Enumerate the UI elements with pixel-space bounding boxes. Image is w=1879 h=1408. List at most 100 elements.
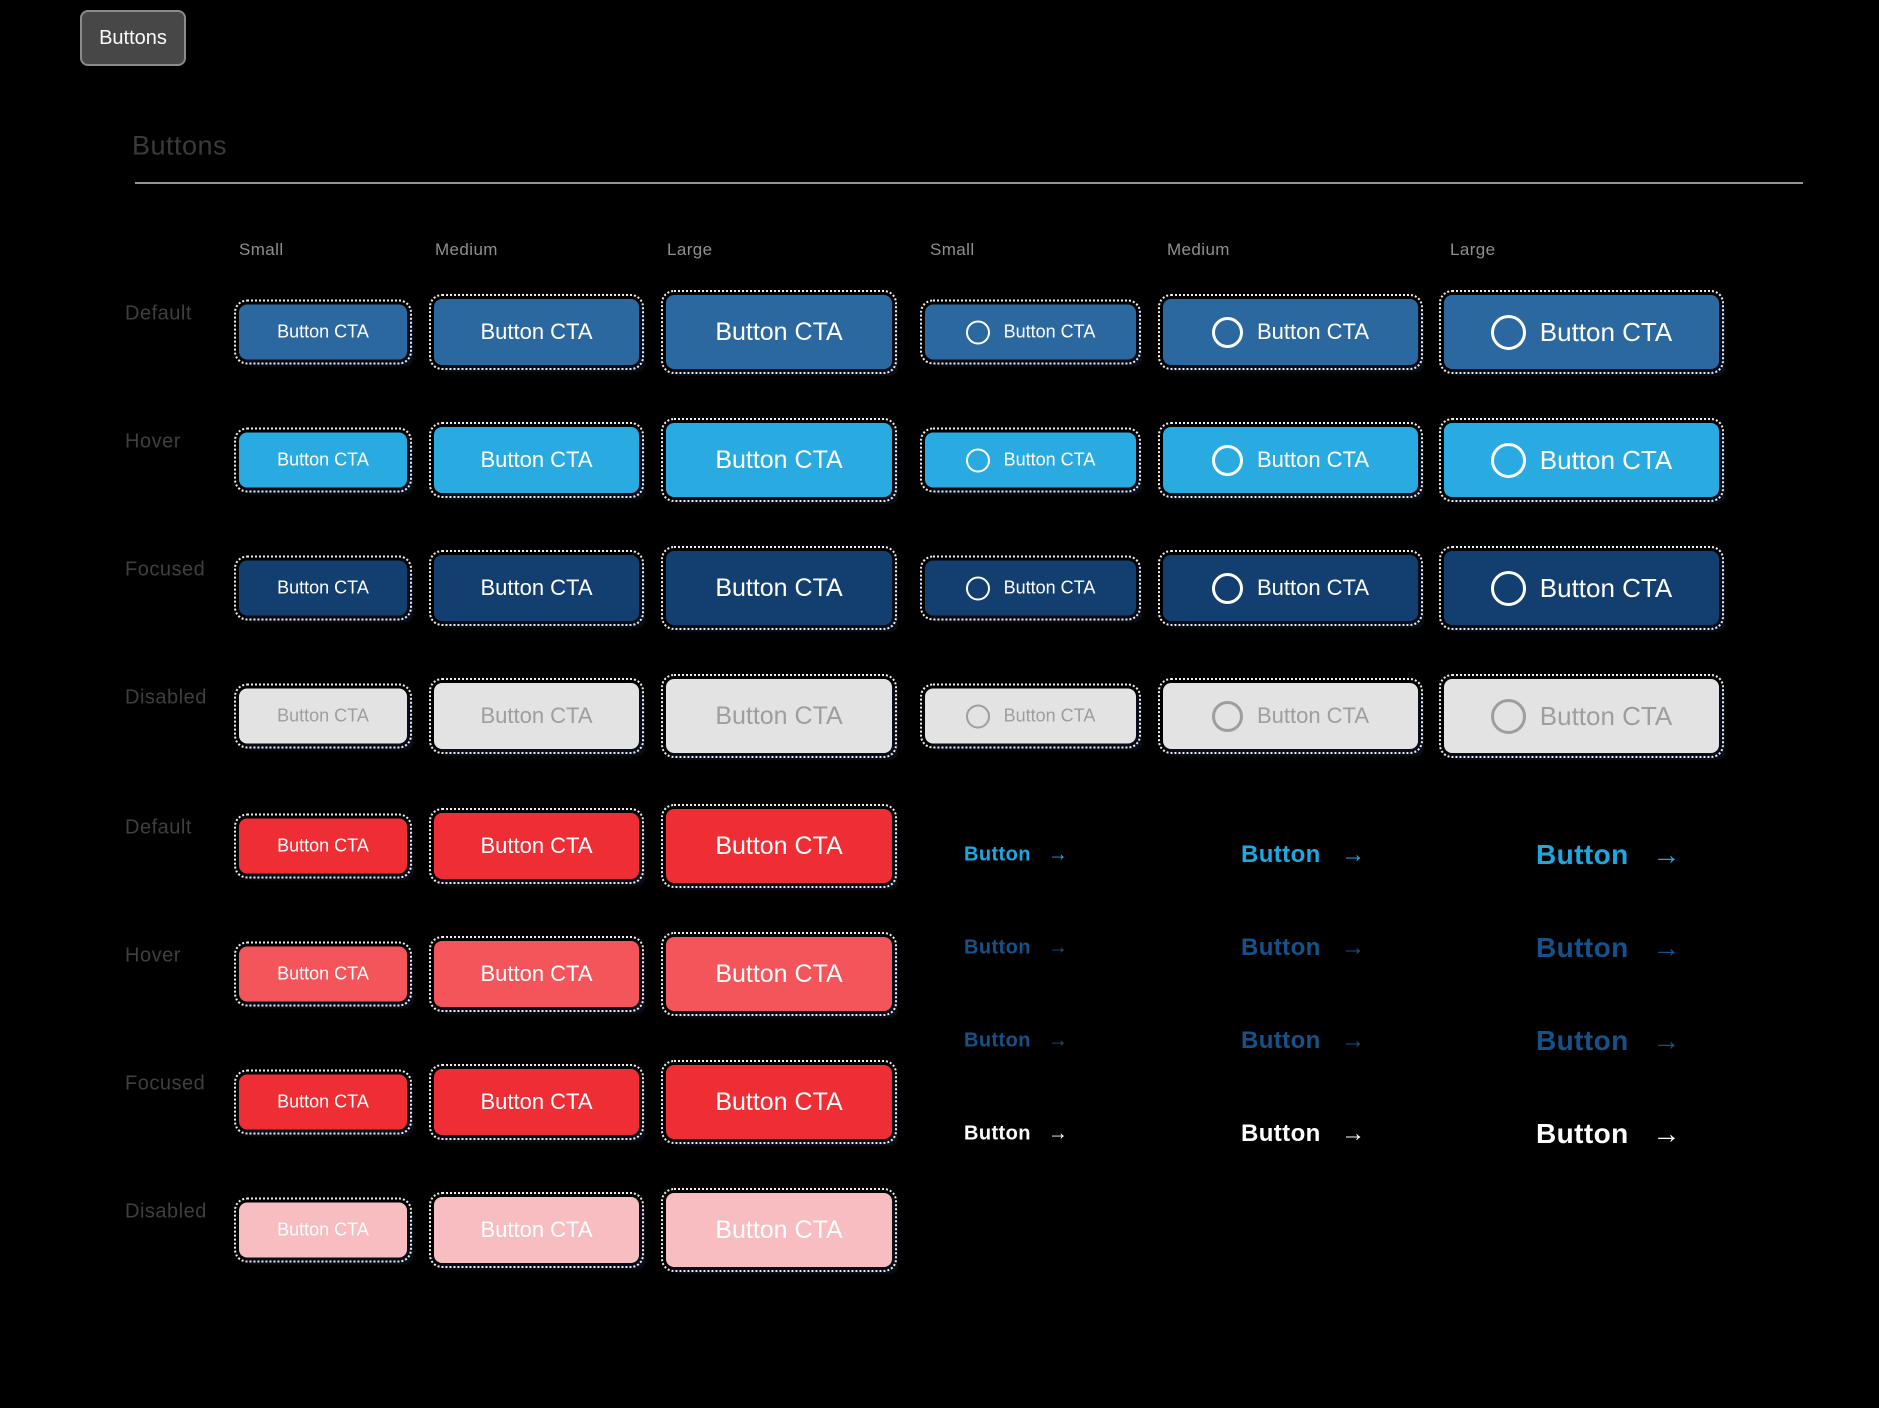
arrow-right-icon: → <box>1047 843 1069 866</box>
button-label: Button CTA <box>715 1215 843 1244</box>
circle-outline-icon <box>965 576 990 600</box>
button-danger-hover-large[interactable]: Button CTA <box>661 932 897 1016</box>
row-label-disabled: Disabled <box>125 686 207 709</box>
button-danger-hover-medium[interactable]: Button CTA <box>429 936 644 1012</box>
button-label: Button CTA <box>1256 447 1370 472</box>
link-label: Button <box>1536 1025 1629 1056</box>
button-primary-default-medium[interactable]: Button CTA <box>429 294 644 370</box>
button-primary-icon-disabled-medium[interactable]: Button CTA <box>1158 678 1423 754</box>
column-header-medium-1: Medium <box>435 240 498 259</box>
circle-outline-icon <box>1211 316 1243 348</box>
arrow-right-icon: → <box>1047 1029 1069 1052</box>
button-label: Button CTA <box>277 963 369 984</box>
button-label: Button CTA <box>277 321 369 342</box>
link-label: Button <box>964 1029 1031 1052</box>
arrow-right-icon: → <box>1652 1025 1681 1056</box>
button-primary-icon-default-medium[interactable]: Button CTA <box>1158 294 1423 370</box>
circle-outline-icon <box>1490 570 1526 606</box>
button-label: Button CTA <box>480 1089 593 1114</box>
link-button-hover-large[interactable]: Button → <box>1536 932 1681 964</box>
button-primary-icon-disabled-small[interactable]: Button CTA <box>920 683 1141 749</box>
button-label: Button CTA <box>277 705 369 726</box>
button-primary-icon-hover-small[interactable]: Button CTA <box>920 427 1141 493</box>
link-button-pressed-medium[interactable]: Button → <box>1241 1120 1366 1148</box>
circle-outline-icon <box>965 448 990 472</box>
button-primary-hover-medium[interactable]: Button CTA <box>429 422 644 498</box>
link-label: Button <box>964 843 1031 866</box>
button-primary-icon-focused-medium[interactable]: Button CTA <box>1158 550 1423 626</box>
link-label: Button <box>1241 934 1321 961</box>
button-label: Button CTA <box>715 959 843 988</box>
button-danger-disabled-large[interactable]: Button CTA <box>661 1188 897 1272</box>
circle-outline-icon <box>1490 314 1526 350</box>
button-primary-focused-medium[interactable]: Button CTA <box>429 550 644 626</box>
button-danger-default-small[interactable]: Button CTA <box>234 813 412 879</box>
circle-outline-icon <box>965 704 990 728</box>
button-label: Button CTA <box>715 701 843 730</box>
column-header-large-2: Large <box>1450 240 1496 259</box>
column-header-small-1: Small <box>239 240 284 259</box>
link-button-pressed-large[interactable]: Button → <box>1536 1118 1681 1150</box>
link-label: Button <box>1241 1120 1321 1147</box>
link-button-focused-small[interactable]: Button → <box>964 1030 1068 1053</box>
button-primary-icon-default-large[interactable]: Button CTA <box>1439 290 1724 374</box>
link-button-default-small[interactable]: Button → <box>964 844 1068 867</box>
circle-outline-icon <box>1211 700 1243 732</box>
link-button-focused-medium[interactable]: Button → <box>1241 1027 1366 1055</box>
button-danger-hover-small[interactable]: Button CTA <box>234 941 412 1007</box>
button-label: Button CTA <box>277 577 369 598</box>
button-label: Button CTA <box>277 449 369 470</box>
circle-outline-icon <box>1490 698 1526 734</box>
link-button-default-medium[interactable]: Button → <box>1241 841 1366 869</box>
link-label: Button <box>964 1122 1031 1145</box>
circle-outline-icon <box>965 320 990 344</box>
link-button-focused-large[interactable]: Button → <box>1536 1025 1681 1057</box>
button-primary-focused-small[interactable]: Button CTA <box>234 555 412 621</box>
section-divider <box>135 182 1803 184</box>
link-label: Button <box>1536 839 1629 870</box>
button-primary-default-large[interactable]: Button CTA <box>661 290 897 374</box>
button-danger-focused-large[interactable]: Button CTA <box>661 1060 897 1144</box>
button-primary-focused-large[interactable]: Button CTA <box>661 546 897 630</box>
button-danger-focused-medium[interactable]: Button CTA <box>429 1064 644 1140</box>
circle-outline-icon <box>1490 442 1526 478</box>
button-danger-disabled-small[interactable]: Button CTA <box>234 1197 412 1263</box>
button-danger-default-large[interactable]: Button CTA <box>661 804 897 888</box>
button-primary-hover-large[interactable]: Button CTA <box>661 418 897 502</box>
button-label: Button CTA <box>277 1219 369 1240</box>
button-primary-icon-hover-large[interactable]: Button CTA <box>1439 418 1724 502</box>
button-danger-disabled-medium[interactable]: Button CTA <box>429 1192 644 1268</box>
link-button-hover-small[interactable]: Button → <box>964 937 1068 960</box>
tab-buttons[interactable]: Buttons <box>80 10 186 66</box>
row-label-focused-danger: Focused <box>125 1072 206 1095</box>
button-primary-disabled-large[interactable]: Button CTA <box>661 674 897 758</box>
button-primary-hover-small[interactable]: Button CTA <box>234 427 412 493</box>
button-primary-icon-focused-large[interactable]: Button CTA <box>1439 546 1724 630</box>
link-button-pressed-small[interactable]: Button → <box>964 1123 1068 1146</box>
row-label-focused: Focused <box>125 558 206 581</box>
arrow-right-icon: → <box>1652 1118 1681 1149</box>
arrow-right-icon: → <box>1341 934 1366 961</box>
column-header-large-1: Large <box>667 240 713 259</box>
button-primary-icon-focused-small[interactable]: Button CTA <box>920 555 1141 621</box>
button-primary-icon-default-small[interactable]: Button CTA <box>920 299 1141 365</box>
button-label: Button CTA <box>715 1087 843 1116</box>
button-label: Button CTA <box>277 1091 369 1112</box>
button-primary-icon-hover-medium[interactable]: Button CTA <box>1158 422 1423 498</box>
link-button-default-large[interactable]: Button → <box>1536 839 1681 871</box>
link-label: Button <box>964 936 1031 959</box>
arrow-right-icon: → <box>1652 932 1681 963</box>
button-danger-focused-small[interactable]: Button CTA <box>234 1069 412 1135</box>
column-header-small-2: Small <box>930 240 975 259</box>
row-label-disabled-danger: Disabled <box>125 1200 207 1223</box>
button-primary-icon-disabled-large[interactable]: Button CTA <box>1439 674 1724 758</box>
button-label: Button CTA <box>715 445 843 474</box>
button-primary-default-small[interactable]: Button CTA <box>234 299 412 365</box>
button-primary-disabled-small[interactable]: Button CTA <box>234 683 412 749</box>
button-primary-disabled-medium[interactable]: Button CTA <box>429 678 644 754</box>
button-label: Button CTA <box>480 447 593 472</box>
button-danger-default-medium[interactable]: Button CTA <box>429 808 644 884</box>
button-label: Button CTA <box>1003 577 1096 598</box>
link-button-hover-medium[interactable]: Button → <box>1241 934 1366 962</box>
button-label: Button CTA <box>480 703 593 728</box>
